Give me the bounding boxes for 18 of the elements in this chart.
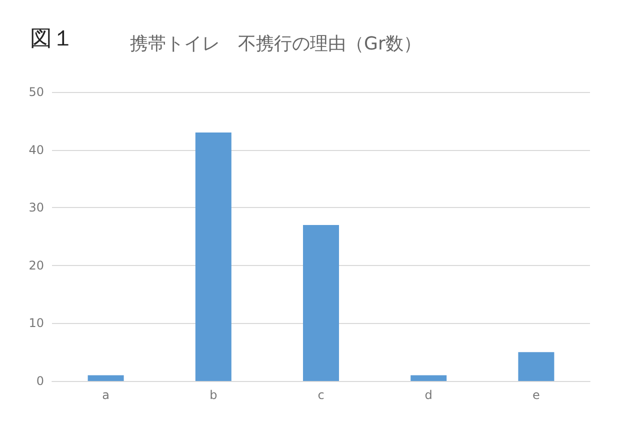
bar (195, 132, 232, 381)
bar (410, 375, 447, 381)
caption: 図１ (30, 26, 74, 52)
y-tick-label: 20 (28, 258, 44, 272)
x-tick-label: b (210, 388, 218, 402)
y-tick-label: 0 (36, 374, 44, 388)
y-tick-label: 40 (28, 142, 44, 157)
y-tick-label: 50 (28, 85, 44, 99)
x-tick-label: e (532, 388, 540, 402)
x-tick-label: a (102, 388, 110, 402)
chart-title: 携帯トイレ 不携行の理由（Gr数） (130, 34, 422, 54)
x-tick-label: c (318, 388, 324, 402)
x-tick-label: d (424, 388, 432, 402)
y-tick-label: 10 (28, 316, 44, 330)
bar (88, 375, 124, 381)
bar (303, 224, 339, 381)
bar (518, 352, 554, 381)
y-tick-label: 30 (28, 200, 44, 215)
